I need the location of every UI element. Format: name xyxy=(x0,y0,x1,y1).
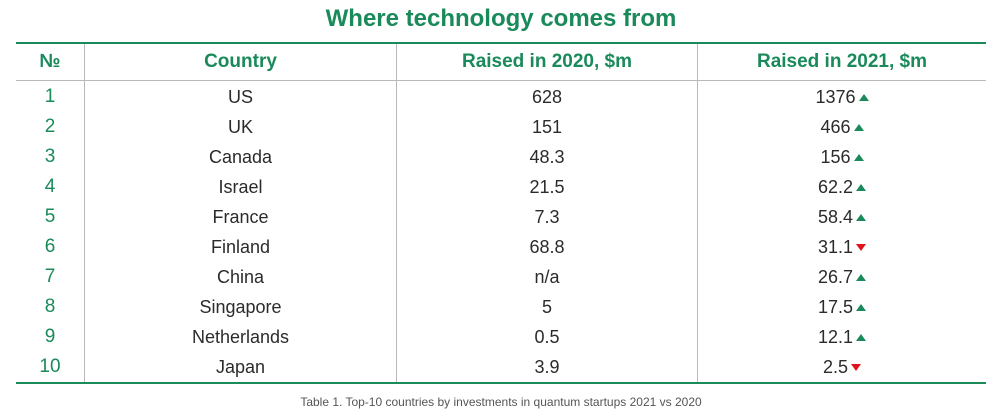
row-raised-2020: 628 xyxy=(531,86,563,107)
raised-2021-value-group: 12.1 xyxy=(817,326,867,348)
row-raised-2021-cell: 466 xyxy=(698,112,986,142)
row-raised-2021-cell: 26.7 xyxy=(698,262,986,292)
table-row: 9 Netherlands 0.5 12.1 xyxy=(16,322,986,352)
header-country: Country xyxy=(204,51,277,72)
triangle-up-icon xyxy=(853,123,864,131)
raised-2021-value-group: 31.1 xyxy=(817,236,867,258)
row-country: Singapore xyxy=(199,296,282,317)
row-country: Netherlands xyxy=(191,326,290,347)
raised-2021-value-group: 1376 xyxy=(815,86,869,108)
row-raised-2021: 2.5 xyxy=(822,356,849,377)
column-divider xyxy=(396,44,397,382)
row-raised-2020: 3.9 xyxy=(534,356,560,377)
row-country: UK xyxy=(227,116,253,137)
raised-2021-value-group: 62.2 xyxy=(817,176,867,198)
row-number: 6 xyxy=(44,236,56,257)
column-divider xyxy=(697,44,698,382)
row-number: 8 xyxy=(44,296,56,317)
row-country: Japan xyxy=(215,356,266,377)
row-raised-2020: 21.5 xyxy=(529,176,565,197)
row-raised-2021-cell: 1376 xyxy=(698,82,986,112)
column-divider xyxy=(84,44,85,382)
row-raised-2020: 0.5 xyxy=(534,326,560,347)
row-raised-2021: 1376 xyxy=(815,86,856,107)
row-raised-2021: 62.2 xyxy=(817,176,854,197)
row-number: 10 xyxy=(39,356,61,377)
triangle-up-icon xyxy=(853,153,864,161)
raised-2021-value-group: 26.7 xyxy=(817,266,867,288)
row-raised-2021: 17.5 xyxy=(817,296,854,317)
row-number: 2 xyxy=(44,116,56,137)
row-raised-2021-cell: 2.5 xyxy=(698,352,986,382)
triangle-up-icon xyxy=(858,93,869,101)
table-top-border xyxy=(16,42,986,44)
raised-2021-value-group: 58.4 xyxy=(817,206,867,228)
table-bottom-border xyxy=(16,382,986,384)
row-country: France xyxy=(212,206,269,227)
table-row: 6 Finland 68.8 31.1 xyxy=(16,232,986,262)
header-num: № xyxy=(39,51,61,72)
header-divider xyxy=(16,80,986,81)
row-country: Israel xyxy=(218,176,263,197)
row-raised-2021-cell: 58.4 xyxy=(698,202,986,232)
triangle-up-icon xyxy=(856,183,867,191)
table-row: 4 Israel 21.5 62.2 xyxy=(16,172,986,202)
row-raised-2021-cell: 17.5 xyxy=(698,292,986,322)
header-raised-2021: Raised in 2021, $m xyxy=(756,51,928,72)
row-raised-2021-cell: 31.1 xyxy=(698,232,986,262)
row-country: China xyxy=(216,266,265,287)
row-number: 9 xyxy=(44,326,56,347)
header-raised-2020: Raised in 2020, $m xyxy=(461,51,633,72)
row-raised-2021-cell: 62.2 xyxy=(698,172,986,202)
table-row: 5 France 7.3 58.4 xyxy=(16,202,986,232)
table-caption: Table 1. Top-10 countries by investments… xyxy=(300,395,702,409)
row-raised-2020: 5 xyxy=(541,296,552,317)
row-raised-2021: 12.1 xyxy=(817,326,854,347)
row-raised-2020: 48.3 xyxy=(529,146,565,167)
row-raised-2021-cell: 12.1 xyxy=(698,322,986,352)
table-header-row: № Country Raised in 2020, $m Raised in 2… xyxy=(16,44,986,80)
row-raised-2021-cell: 156 xyxy=(698,142,986,172)
row-raised-2021: 58.4 xyxy=(817,206,854,227)
table-row: 7 China n/a 26.7 xyxy=(16,262,986,292)
raised-2021-value-group: 2.5 xyxy=(822,356,862,378)
row-raised-2020: 151 xyxy=(531,116,563,137)
triangle-down-icon xyxy=(856,243,867,251)
row-raised-2021: 26.7 xyxy=(817,266,854,287)
page-title: Where technology comes from xyxy=(325,5,677,32)
triangle-up-icon xyxy=(856,333,867,341)
row-raised-2020: 7.3 xyxy=(534,206,560,227)
row-number: 7 xyxy=(44,266,56,287)
row-country: Canada xyxy=(208,146,273,167)
row-country: US xyxy=(227,86,253,107)
table-row: 10 Japan 3.9 2.5 xyxy=(16,352,986,382)
table-row: 1 US 628 1376 xyxy=(16,82,986,112)
raised-2021-value-group: 466 xyxy=(820,116,864,138)
row-raised-2020: 68.8 xyxy=(529,236,565,257)
row-raised-2021: 466 xyxy=(820,116,851,137)
table-row: 8 Singapore 5 17.5 xyxy=(16,292,986,322)
raised-2021-value-group: 17.5 xyxy=(817,296,867,318)
row-number: 3 xyxy=(44,146,56,167)
row-number: 4 xyxy=(44,176,56,197)
table-row: 3 Canada 48.3 156 xyxy=(16,142,986,172)
row-country: Finland xyxy=(210,236,271,257)
triangle-up-icon xyxy=(856,213,867,221)
triangle-up-icon xyxy=(856,303,867,311)
row-raised-2021: 156 xyxy=(820,146,851,167)
row-number: 1 xyxy=(44,86,56,107)
row-raised-2020: n/a xyxy=(534,266,560,287)
table-row: 2 UK 151 466 xyxy=(16,112,986,142)
row-number: 5 xyxy=(44,206,56,227)
raised-2021-value-group: 156 xyxy=(820,146,864,168)
triangle-down-icon xyxy=(851,363,862,371)
triangle-up-icon xyxy=(856,273,867,281)
row-raised-2021: 31.1 xyxy=(817,236,854,257)
